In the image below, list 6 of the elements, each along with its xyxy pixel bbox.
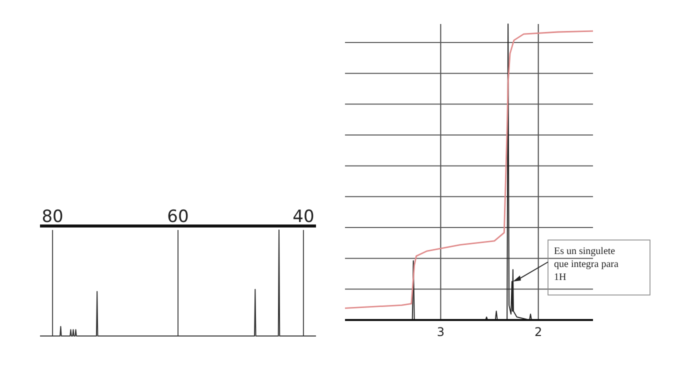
x-tick-label: 60: [167, 207, 189, 227]
x-tick-label: 2: [534, 325, 542, 339]
x-tick-label: 80: [42, 207, 64, 227]
annotation: Es un singulete que integra para 1H: [554, 246, 619, 283]
x-tick-label: 40: [292, 207, 314, 227]
x-tick-label: 3: [436, 325, 445, 339]
